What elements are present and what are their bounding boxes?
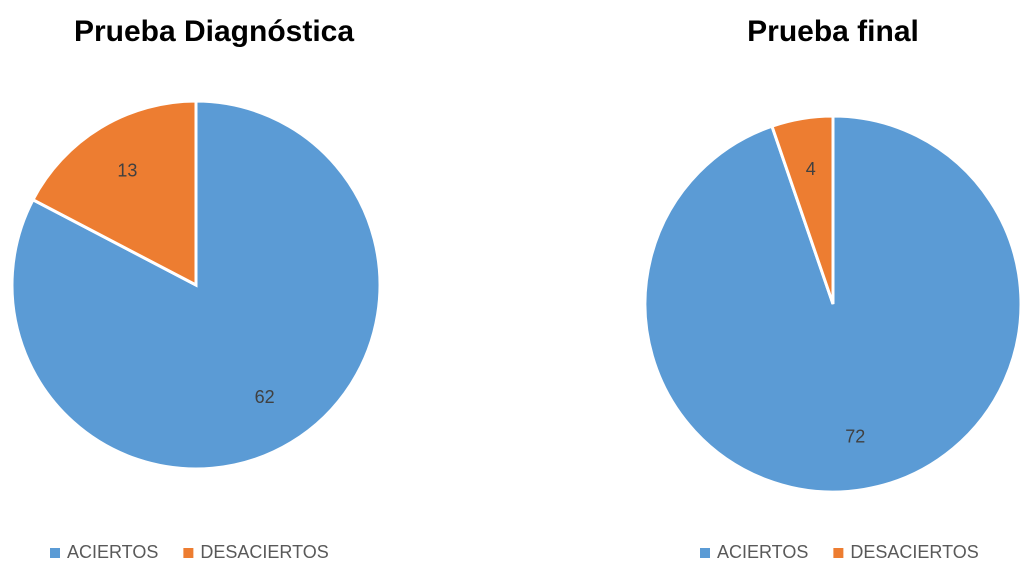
pie-slice bbox=[770, 114, 835, 305]
legend-swatch bbox=[700, 548, 710, 558]
legend-label: DESACIERTOS bbox=[850, 542, 978, 562]
legend-swatch bbox=[183, 548, 194, 558]
chart-title: Prueba final bbox=[747, 15, 919, 48]
legend-label: ACIERTOS bbox=[717, 542, 808, 562]
legend-label: DESACIERTOS bbox=[200, 542, 328, 562]
data-label: 72 bbox=[845, 426, 865, 446]
data-label: 4 bbox=[806, 159, 816, 179]
legend-swatch bbox=[833, 548, 844, 558]
data-label: 62 bbox=[255, 387, 275, 407]
pie-slice bbox=[30, 99, 198, 288]
legend-swatch bbox=[50, 548, 60, 558]
pie-slice bbox=[10, 99, 382, 471]
chart-title: Prueba Diagnóstica bbox=[74, 15, 354, 48]
data-label: 13 bbox=[117, 160, 137, 180]
legend-label: ACIERTOS bbox=[67, 542, 158, 562]
